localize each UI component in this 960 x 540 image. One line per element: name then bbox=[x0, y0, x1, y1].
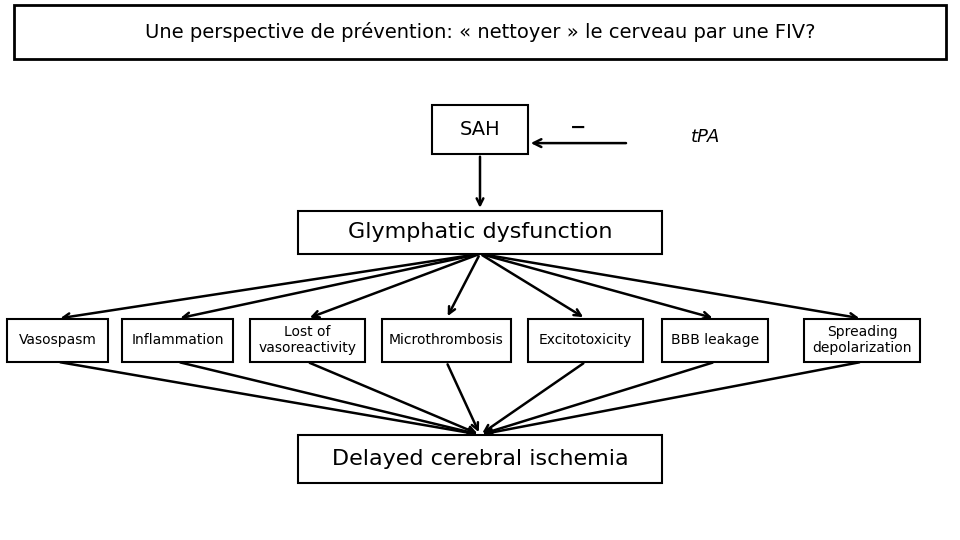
Text: Glymphatic dysfunction: Glymphatic dysfunction bbox=[348, 222, 612, 242]
FancyBboxPatch shape bbox=[804, 319, 920, 362]
FancyBboxPatch shape bbox=[298, 435, 662, 483]
Text: Une perspective de prévention: « nettoyer » le cerveau par une FIV?: Une perspective de prévention: « nettoye… bbox=[145, 22, 815, 43]
Text: Microthrombosis: Microthrombosis bbox=[389, 333, 504, 347]
FancyBboxPatch shape bbox=[7, 319, 108, 362]
Text: SAH: SAH bbox=[460, 120, 500, 139]
Text: tPA: tPA bbox=[691, 127, 721, 146]
Text: Vasospasm: Vasospasm bbox=[18, 333, 97, 347]
Text: Spreading
depolarization: Spreading depolarization bbox=[812, 325, 912, 355]
FancyBboxPatch shape bbox=[123, 319, 232, 362]
FancyBboxPatch shape bbox=[382, 319, 511, 362]
FancyBboxPatch shape bbox=[432, 105, 528, 154]
Text: Lost of
vasoreactivity: Lost of vasoreactivity bbox=[258, 325, 356, 355]
Text: Excitotoxicity: Excitotoxicity bbox=[539, 333, 633, 347]
Text: Delayed cerebral ischemia: Delayed cerebral ischemia bbox=[332, 449, 628, 469]
FancyBboxPatch shape bbox=[298, 211, 662, 254]
Text: Inflammation: Inflammation bbox=[132, 333, 224, 347]
FancyBboxPatch shape bbox=[14, 5, 946, 59]
FancyBboxPatch shape bbox=[250, 319, 365, 362]
FancyBboxPatch shape bbox=[662, 319, 768, 362]
Text: −: − bbox=[570, 117, 587, 137]
FancyBboxPatch shape bbox=[528, 319, 643, 362]
Text: BBB leakage: BBB leakage bbox=[671, 333, 759, 347]
